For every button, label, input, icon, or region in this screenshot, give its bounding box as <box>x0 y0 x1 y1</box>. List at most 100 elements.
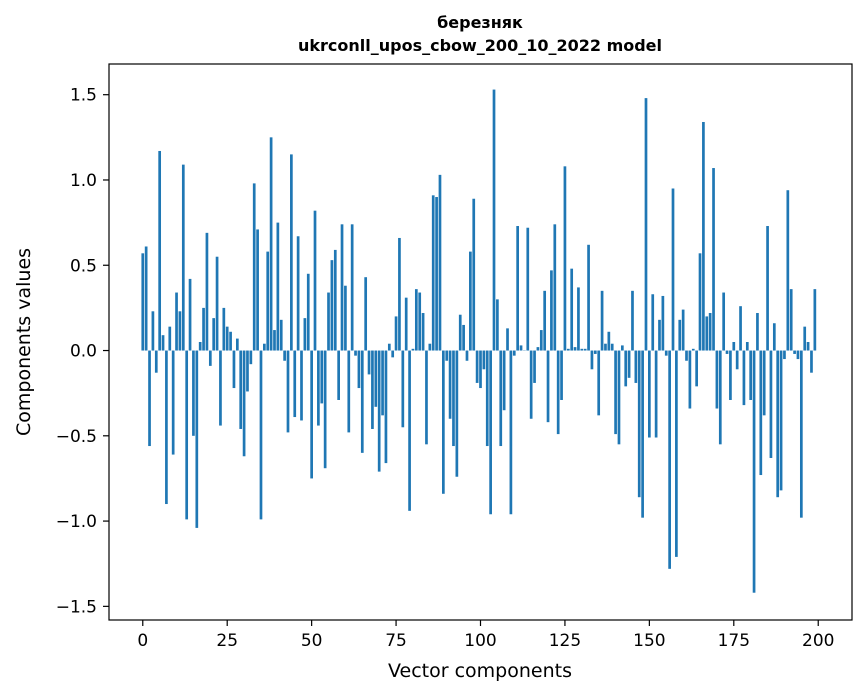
bar-component-138 <box>607 331 611 351</box>
bar-component-141 <box>617 350 621 445</box>
y-tick-label: 0.0 <box>70 342 97 362</box>
bar-component-162 <box>688 350 692 409</box>
bar-component-125 <box>563 166 567 351</box>
bar-component-48 <box>303 318 307 351</box>
bar-component-95 <box>462 324 465 351</box>
bar-component-184 <box>762 350 766 416</box>
y-tick-label: 0.5 <box>70 256 97 276</box>
chart-title-line-1: березняк <box>437 13 523 32</box>
bar-component-8 <box>168 326 172 351</box>
bar-component-3 <box>151 311 155 351</box>
bar-component-39 <box>273 330 276 351</box>
bar-component-173 <box>725 350 729 354</box>
bar-component-115 <box>529 350 533 419</box>
bar-component-24 <box>222 307 226 351</box>
bar-component-71 <box>381 350 384 416</box>
bar-component-87 <box>435 197 438 351</box>
bar-component-32 <box>249 350 253 365</box>
bar-component-74 <box>391 350 395 358</box>
bar-component-50 <box>310 350 313 479</box>
bar-component-22 <box>215 256 219 351</box>
bar-component-33 <box>252 183 256 351</box>
bar-component-30 <box>242 350 246 457</box>
chart-title-line-2: ukrconll_upos_cbow_200_10_2022 model <box>298 36 662 55</box>
bar-component-161 <box>685 350 688 361</box>
bar-component-37 <box>266 251 270 351</box>
bar-component-43 <box>286 350 290 433</box>
bar-component-90 <box>445 350 449 361</box>
bar-component-134 <box>593 350 597 354</box>
bar-component-44 <box>290 154 293 351</box>
bar-component-181 <box>752 350 756 593</box>
bar-component-62 <box>350 224 354 351</box>
bar-component-72 <box>384 350 388 464</box>
bar-component-151 <box>651 294 655 351</box>
bar-component-76 <box>398 237 401 351</box>
bar-component-139 <box>610 343 614 351</box>
bar-component-124 <box>560 350 563 400</box>
bar-component-154 <box>661 295 665 351</box>
bar-component-143 <box>624 350 628 387</box>
bar-component-160 <box>681 309 685 351</box>
bar-component-190 <box>783 350 786 360</box>
x-tick-label: 200 <box>802 631 834 651</box>
bar-component-146 <box>634 350 638 383</box>
x-axis-label: Vector components <box>388 660 572 682</box>
bar-component-155 <box>664 350 668 356</box>
bar-component-16 <box>195 350 199 528</box>
bar-component-191 <box>786 190 790 351</box>
bar-component-105 <box>496 299 499 351</box>
bar-component-145 <box>631 290 634 351</box>
bar-component-121 <box>550 270 553 351</box>
bar-component-56 <box>330 260 334 351</box>
bar-component-69 <box>374 350 378 407</box>
bar-component-130 <box>580 348 584 351</box>
bar-component-49 <box>306 273 310 351</box>
bar-component-47 <box>300 350 303 421</box>
bar-component-94 <box>458 314 462 351</box>
y-axis-ticks: −1.5 −1.0 −0.5 0.0 0.5 1.0 1.5 <box>56 86 109 617</box>
bar-component-187 <box>772 323 776 351</box>
bar-component-88 <box>438 174 442 351</box>
x-tick-label: 125 <box>549 631 581 651</box>
bar-component-14 <box>188 278 192 351</box>
bar-component-111 <box>516 226 519 351</box>
bar-component-15 <box>192 350 195 436</box>
bar-component-5 <box>158 150 162 351</box>
y-tick-label: −1.0 <box>56 512 97 532</box>
bar-component-169 <box>712 168 715 351</box>
bar-component-35 <box>259 350 263 520</box>
y-tick-label: −0.5 <box>56 427 97 447</box>
bar-component-9 <box>171 350 175 455</box>
bar-component-116 <box>533 350 536 383</box>
bar-component-91 <box>448 350 452 419</box>
bar-component-102 <box>485 350 489 447</box>
x-tick-label: 75 <box>385 631 407 651</box>
bar-component-58 <box>337 350 340 400</box>
bar-component-27 <box>232 350 236 389</box>
bar-component-6 <box>161 335 165 351</box>
bar-component-114 <box>526 227 530 351</box>
bar-component-42 <box>283 350 286 361</box>
bar-component-186 <box>769 350 773 458</box>
y-tick-label: 1.0 <box>70 171 97 191</box>
plot-area-frame <box>108 63 853 621</box>
bar-component-159 <box>678 319 682 351</box>
bar-component-168 <box>708 313 712 351</box>
bar-component-165 <box>698 253 702 351</box>
bar-component-195 <box>799 350 803 518</box>
bar-component-73 <box>387 343 391 351</box>
bar-component-176 <box>735 350 739 370</box>
bar-component-197 <box>806 342 810 351</box>
x-tick-label: 150 <box>633 631 665 651</box>
bar-component-68 <box>371 350 374 429</box>
bar-component-46 <box>296 236 300 351</box>
bar-component-189 <box>779 350 783 491</box>
bar-component-64 <box>357 350 361 389</box>
bar-component-103 <box>489 350 492 515</box>
bar-component-61 <box>347 350 351 433</box>
bar-component-109 <box>509 350 513 515</box>
bar-component-12 <box>181 164 185 351</box>
bar-component-79 <box>408 350 411 511</box>
bar-component-183 <box>759 350 763 476</box>
